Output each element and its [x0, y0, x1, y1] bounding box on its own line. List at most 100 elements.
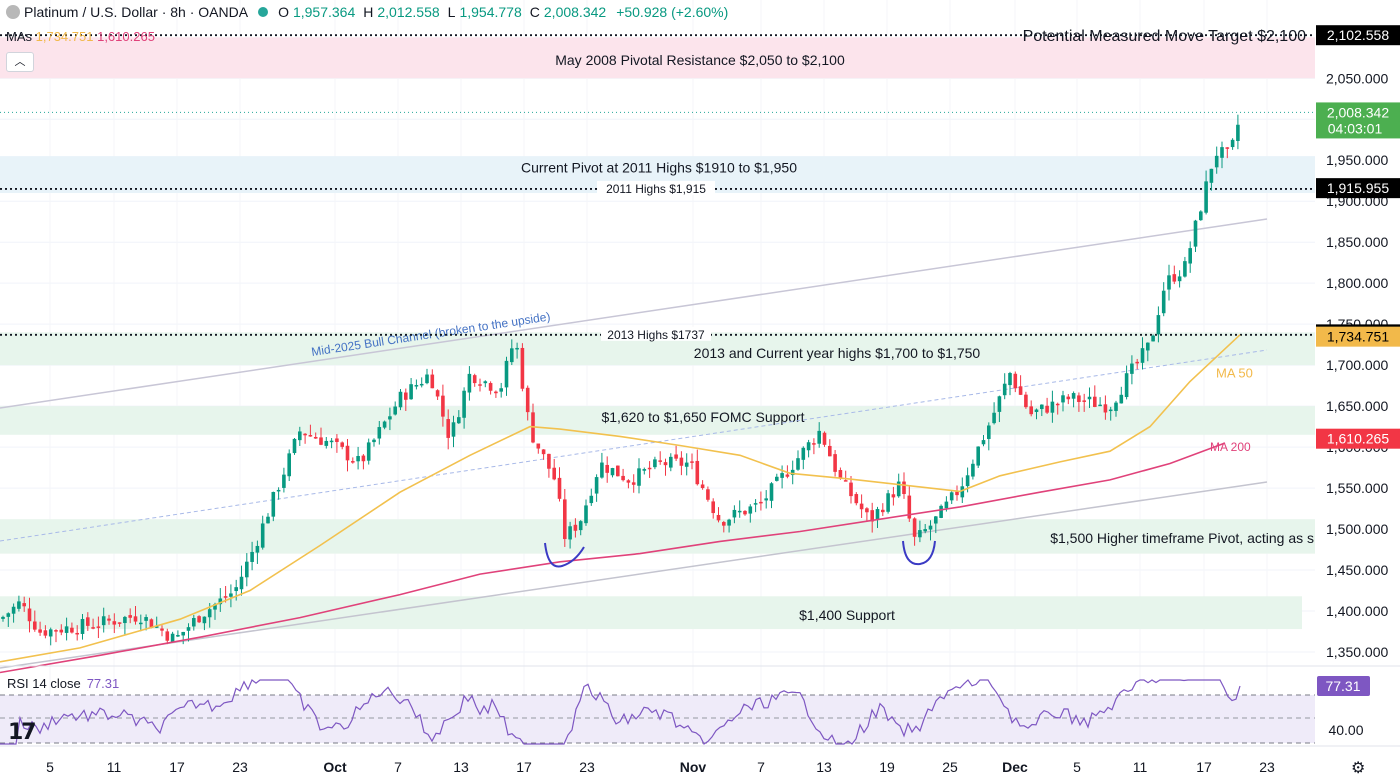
- candle-body: [711, 501, 715, 514]
- candle-body: [1093, 396, 1097, 407]
- candle-body: [91, 627, 95, 629]
- candle-body: [971, 463, 975, 477]
- candle-body: [1066, 396, 1071, 400]
- candle-body: [1161, 290, 1166, 314]
- x-tick-label: 23: [232, 759, 248, 775]
- x-tick-label: 7: [394, 759, 402, 775]
- open-label: O: [278, 4, 289, 20]
- candle-body: [801, 447, 806, 460]
- candle-body: [812, 443, 816, 445]
- settings-icon[interactable]: ⚙: [1351, 760, 1366, 777]
- candle-body: [934, 516, 938, 524]
- close-label: C: [529, 4, 540, 20]
- candle-body: [610, 468, 615, 476]
- candle-body: [1108, 409, 1113, 412]
- candle-body: [854, 494, 859, 504]
- channel-lower-line: [0, 481, 1268, 669]
- candle-body: [139, 622, 143, 625]
- candle-body: [997, 396, 1002, 412]
- candle-body: [250, 551, 254, 562]
- candle-body: [457, 417, 461, 424]
- x-tick-label: 17: [516, 759, 532, 775]
- candle-body: [303, 433, 307, 436]
- zone-label: May 2008 Pivotal Resistance $2,050 to $2…: [555, 52, 845, 68]
- symbol-title[interactable]: Platinum / U.S. Dollar · 8h · OANDA: [24, 4, 249, 20]
- candle-body: [1140, 348, 1145, 363]
- x-tick-label: 17: [1196, 759, 1212, 775]
- candle-body: [213, 604, 217, 610]
- candle-body: [282, 474, 286, 488]
- candle-body: [1098, 404, 1102, 407]
- rsi-legend[interactable]: RSI 14 close 77.31: [7, 676, 119, 691]
- candle-body: [949, 492, 954, 501]
- candle-body: [107, 618, 111, 621]
- candle-body: [536, 443, 541, 449]
- candle-body: [960, 486, 965, 498]
- candle-body: [1013, 373, 1018, 389]
- x-tick-label: 13: [816, 759, 832, 775]
- candle-body: [790, 469, 795, 476]
- candle-body: [923, 529, 927, 532]
- candle-body: [430, 374, 435, 389]
- candle-body: [669, 456, 673, 468]
- level-label-bg: [597, 180, 715, 195]
- collapse-legend-button[interactable]: ︿: [6, 52, 34, 72]
- candle-body: [637, 468, 641, 486]
- candle-body: [451, 422, 456, 437]
- candle-body: [1040, 404, 1044, 410]
- candle-body: [271, 492, 276, 517]
- x-tick-label: 5: [46, 759, 54, 775]
- candle-body: [48, 629, 53, 637]
- candle-body: [1236, 124, 1240, 142]
- candle-body: [388, 416, 392, 420]
- price-marker-label: 1,610.265: [1327, 431, 1389, 447]
- price-marker: [1316, 25, 1400, 46]
- mas-legend[interactable]: MAs 1,734.751 1,610.265: [6, 29, 155, 44]
- candle-body: [366, 442, 371, 461]
- price-axis[interactable]: 1,350.000 1,400.000 1,450.000 1,500.000 1,55…: [1316, 25, 1400, 660]
- annotations: [544, 540, 936, 568]
- candle-body: [404, 392, 408, 400]
- candle-body: [335, 438, 339, 443]
- countdown-label: 04:03:01: [1328, 120, 1383, 136]
- candle-body: [409, 384, 413, 400]
- ma200-value: 1,610.265: [97, 29, 155, 44]
- low-value: 1,954.778: [459, 4, 522, 20]
- candle-body: [38, 629, 42, 633]
- candle-body: [149, 619, 154, 629]
- candle-body: [446, 419, 450, 438]
- price-marker: [1316, 178, 1400, 199]
- candle-body: [939, 505, 943, 518]
- candle-body: [1103, 404, 1108, 413]
- time-axis[interactable]: 5 11 17 23 Oct 7 13 17 23 Nov 7 13 19 25 Dec 5 11 17 23: [0, 745, 1400, 775]
- y-tick-label: 1,500.000: [1326, 521, 1388, 537]
- candle-body: [753, 503, 758, 505]
- candle-body: [287, 453, 291, 477]
- candle-body: [806, 442, 811, 451]
- candle-body: [849, 482, 853, 497]
- candle-body: [313, 436, 318, 439]
- ma50-line: [0, 334, 1241, 663]
- candle-body: [706, 489, 710, 500]
- candle-body: [276, 489, 281, 492]
- candle-body: [435, 390, 440, 397]
- candle-body: [117, 622, 122, 624]
- candle-body: [955, 491, 959, 496]
- y-tick-label: 1,450.000: [1326, 562, 1388, 578]
- candle-body: [186, 627, 191, 631]
- candle-body: [1018, 386, 1023, 395]
- high-label: H: [363, 4, 374, 20]
- candle-body: [886, 493, 890, 512]
- tradingview-logo-icon[interactable]: 17: [8, 720, 37, 745]
- rsi-value: 77.31: [86, 676, 120, 691]
- candle-body: [319, 437, 323, 445]
- price-marker-label: 2,008.342: [1327, 104, 1389, 120]
- candle-body: [356, 455, 360, 462]
- x-tick-label: Dec: [1002, 759, 1028, 775]
- candle-body: [64, 626, 69, 633]
- candle-body: [170, 633, 175, 643]
- channel-mid-line: [0, 349, 1268, 542]
- mas-label: MAs: [6, 29, 32, 44]
- level-label: 2011 Highs $1,915: [606, 182, 706, 196]
